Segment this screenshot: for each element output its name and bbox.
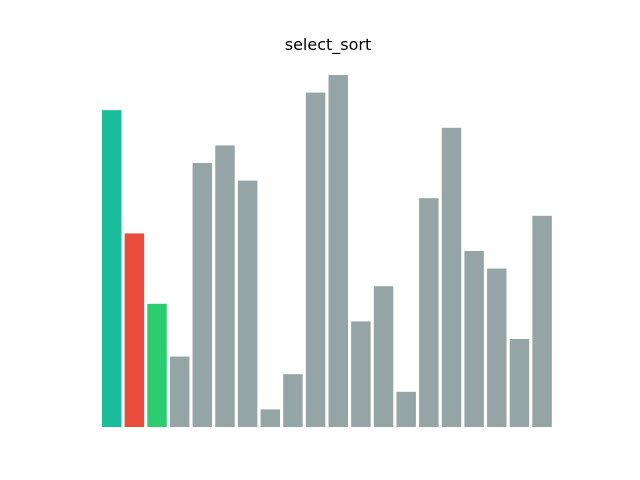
bar-11 xyxy=(328,75,348,427)
bar-19 xyxy=(509,339,530,427)
chart-title: select_sort xyxy=(285,35,372,55)
bar-9 xyxy=(283,374,303,427)
bar-4 xyxy=(169,356,190,427)
bar-18 xyxy=(487,268,507,427)
bar-14 xyxy=(396,391,416,427)
bar-3 xyxy=(147,303,167,427)
bar-12 xyxy=(351,321,371,427)
bar-7 xyxy=(237,180,258,427)
bar-16 xyxy=(441,127,462,428)
bar-6 xyxy=(215,145,235,427)
bar-5 xyxy=(192,163,213,427)
bar-8 xyxy=(260,409,281,427)
bar-10 xyxy=(305,92,326,427)
bar-1 xyxy=(102,110,122,427)
bars-group xyxy=(102,75,552,428)
bar-13 xyxy=(373,286,394,427)
bar-17 xyxy=(464,251,484,427)
bar-20 xyxy=(532,215,552,427)
bar-2 xyxy=(124,233,145,427)
bar-15 xyxy=(419,198,439,427)
